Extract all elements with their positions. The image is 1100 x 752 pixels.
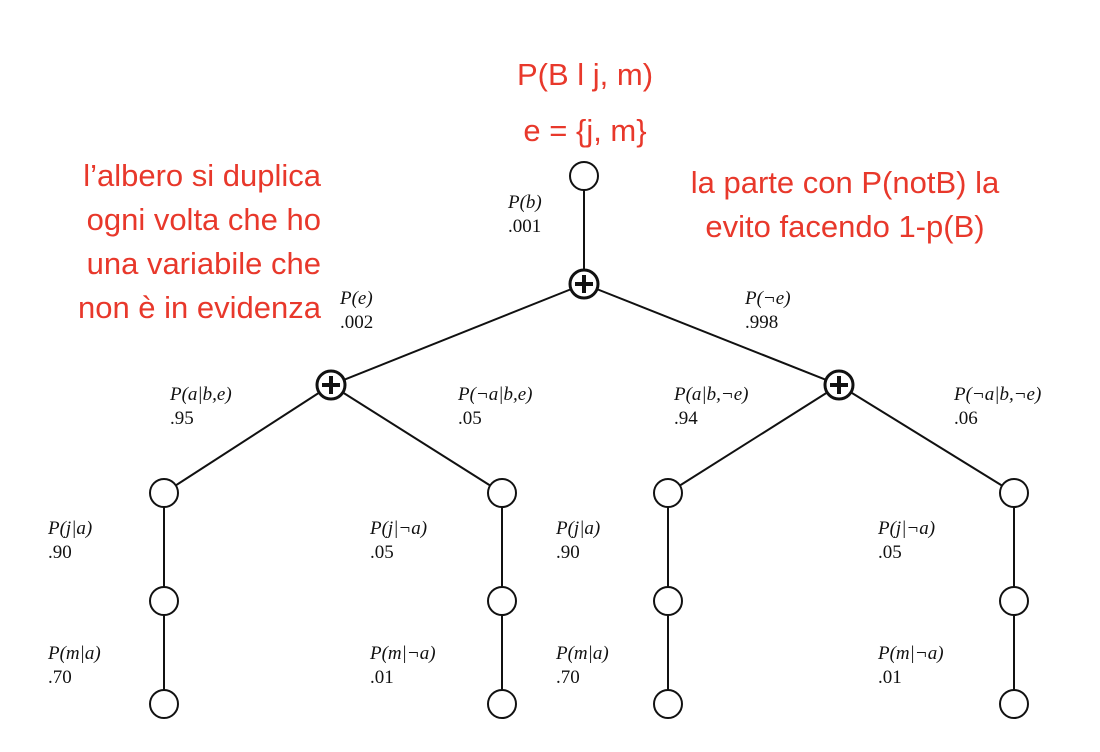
edge-a-2 bbox=[330, 384, 503, 494]
edge-prob-label: P(¬a|b,¬e) .06 bbox=[954, 384, 1042, 429]
edge-prob-label: P(a|b,¬e) .94 bbox=[674, 384, 749, 429]
edge-prob-label: P(j|¬a) .05 bbox=[370, 518, 428, 563]
leaf-node bbox=[149, 689, 179, 719]
edge-prob-label: P(m|a) .70 bbox=[48, 643, 101, 688]
edge-plus-left bbox=[330, 283, 585, 386]
edge-prob-label: P(a|b,e) .95 bbox=[170, 384, 232, 429]
m-node bbox=[999, 586, 1029, 616]
j-node bbox=[999, 478, 1029, 508]
root-prob-label: P(b) .001 bbox=[508, 192, 542, 237]
edge-prob-label: P(j|a) .90 bbox=[556, 518, 601, 563]
tree-edges bbox=[163, 190, 1015, 690]
root-node bbox=[569, 161, 599, 191]
tree-nodes bbox=[149, 161, 1029, 719]
edge-a-1 bbox=[163, 384, 332, 494]
m-node bbox=[653, 586, 683, 616]
j-node bbox=[487, 478, 517, 508]
edge-prob-label: P(j|a) .90 bbox=[48, 518, 93, 563]
sum-plus-icon bbox=[568, 268, 600, 300]
edge-prob-label: P(m|¬a) .01 bbox=[878, 643, 944, 688]
edge-prob-label: P(j|¬a) .05 bbox=[878, 518, 936, 563]
edge-prob-label: P(¬e) .998 bbox=[745, 288, 791, 333]
left-note-line: l’albero si duplica bbox=[83, 158, 321, 193]
leaf-node bbox=[999, 689, 1029, 719]
leaf-node bbox=[653, 689, 683, 719]
edge-prob-label: P(m|¬a) .01 bbox=[370, 643, 436, 688]
sum-plus-icon bbox=[315, 369, 347, 401]
right-note-line: evito facendo 1-p(B) bbox=[705, 209, 985, 244]
query-annotation: P(B l j, m) bbox=[516, 57, 654, 92]
sum-nodes bbox=[315, 268, 855, 401]
edge-a-3 bbox=[667, 384, 840, 494]
edge-plus-right bbox=[583, 283, 840, 386]
m-node bbox=[487, 586, 517, 616]
left-note-line: non è in evidenza bbox=[77, 290, 321, 325]
edge-prob-label: P(¬a|b,e) .05 bbox=[458, 384, 533, 429]
right-note-line: la parte con P(notB) la bbox=[690, 165, 1000, 200]
left-note-line: ogni volta che ho bbox=[86, 202, 321, 237]
edge-a-4 bbox=[838, 384, 1015, 494]
sum-plus-icon bbox=[823, 369, 855, 401]
left-note-line: una variabile che bbox=[86, 246, 321, 281]
j-node bbox=[149, 478, 179, 508]
evidence-annotation: e = {j, m} bbox=[523, 113, 647, 148]
j-node bbox=[653, 478, 683, 508]
m-node bbox=[149, 586, 179, 616]
edge-prob-label: P(m|a) .70 bbox=[556, 643, 609, 688]
edge-prob-label: P(e) .002 bbox=[340, 288, 374, 333]
leaf-node bbox=[487, 689, 517, 719]
